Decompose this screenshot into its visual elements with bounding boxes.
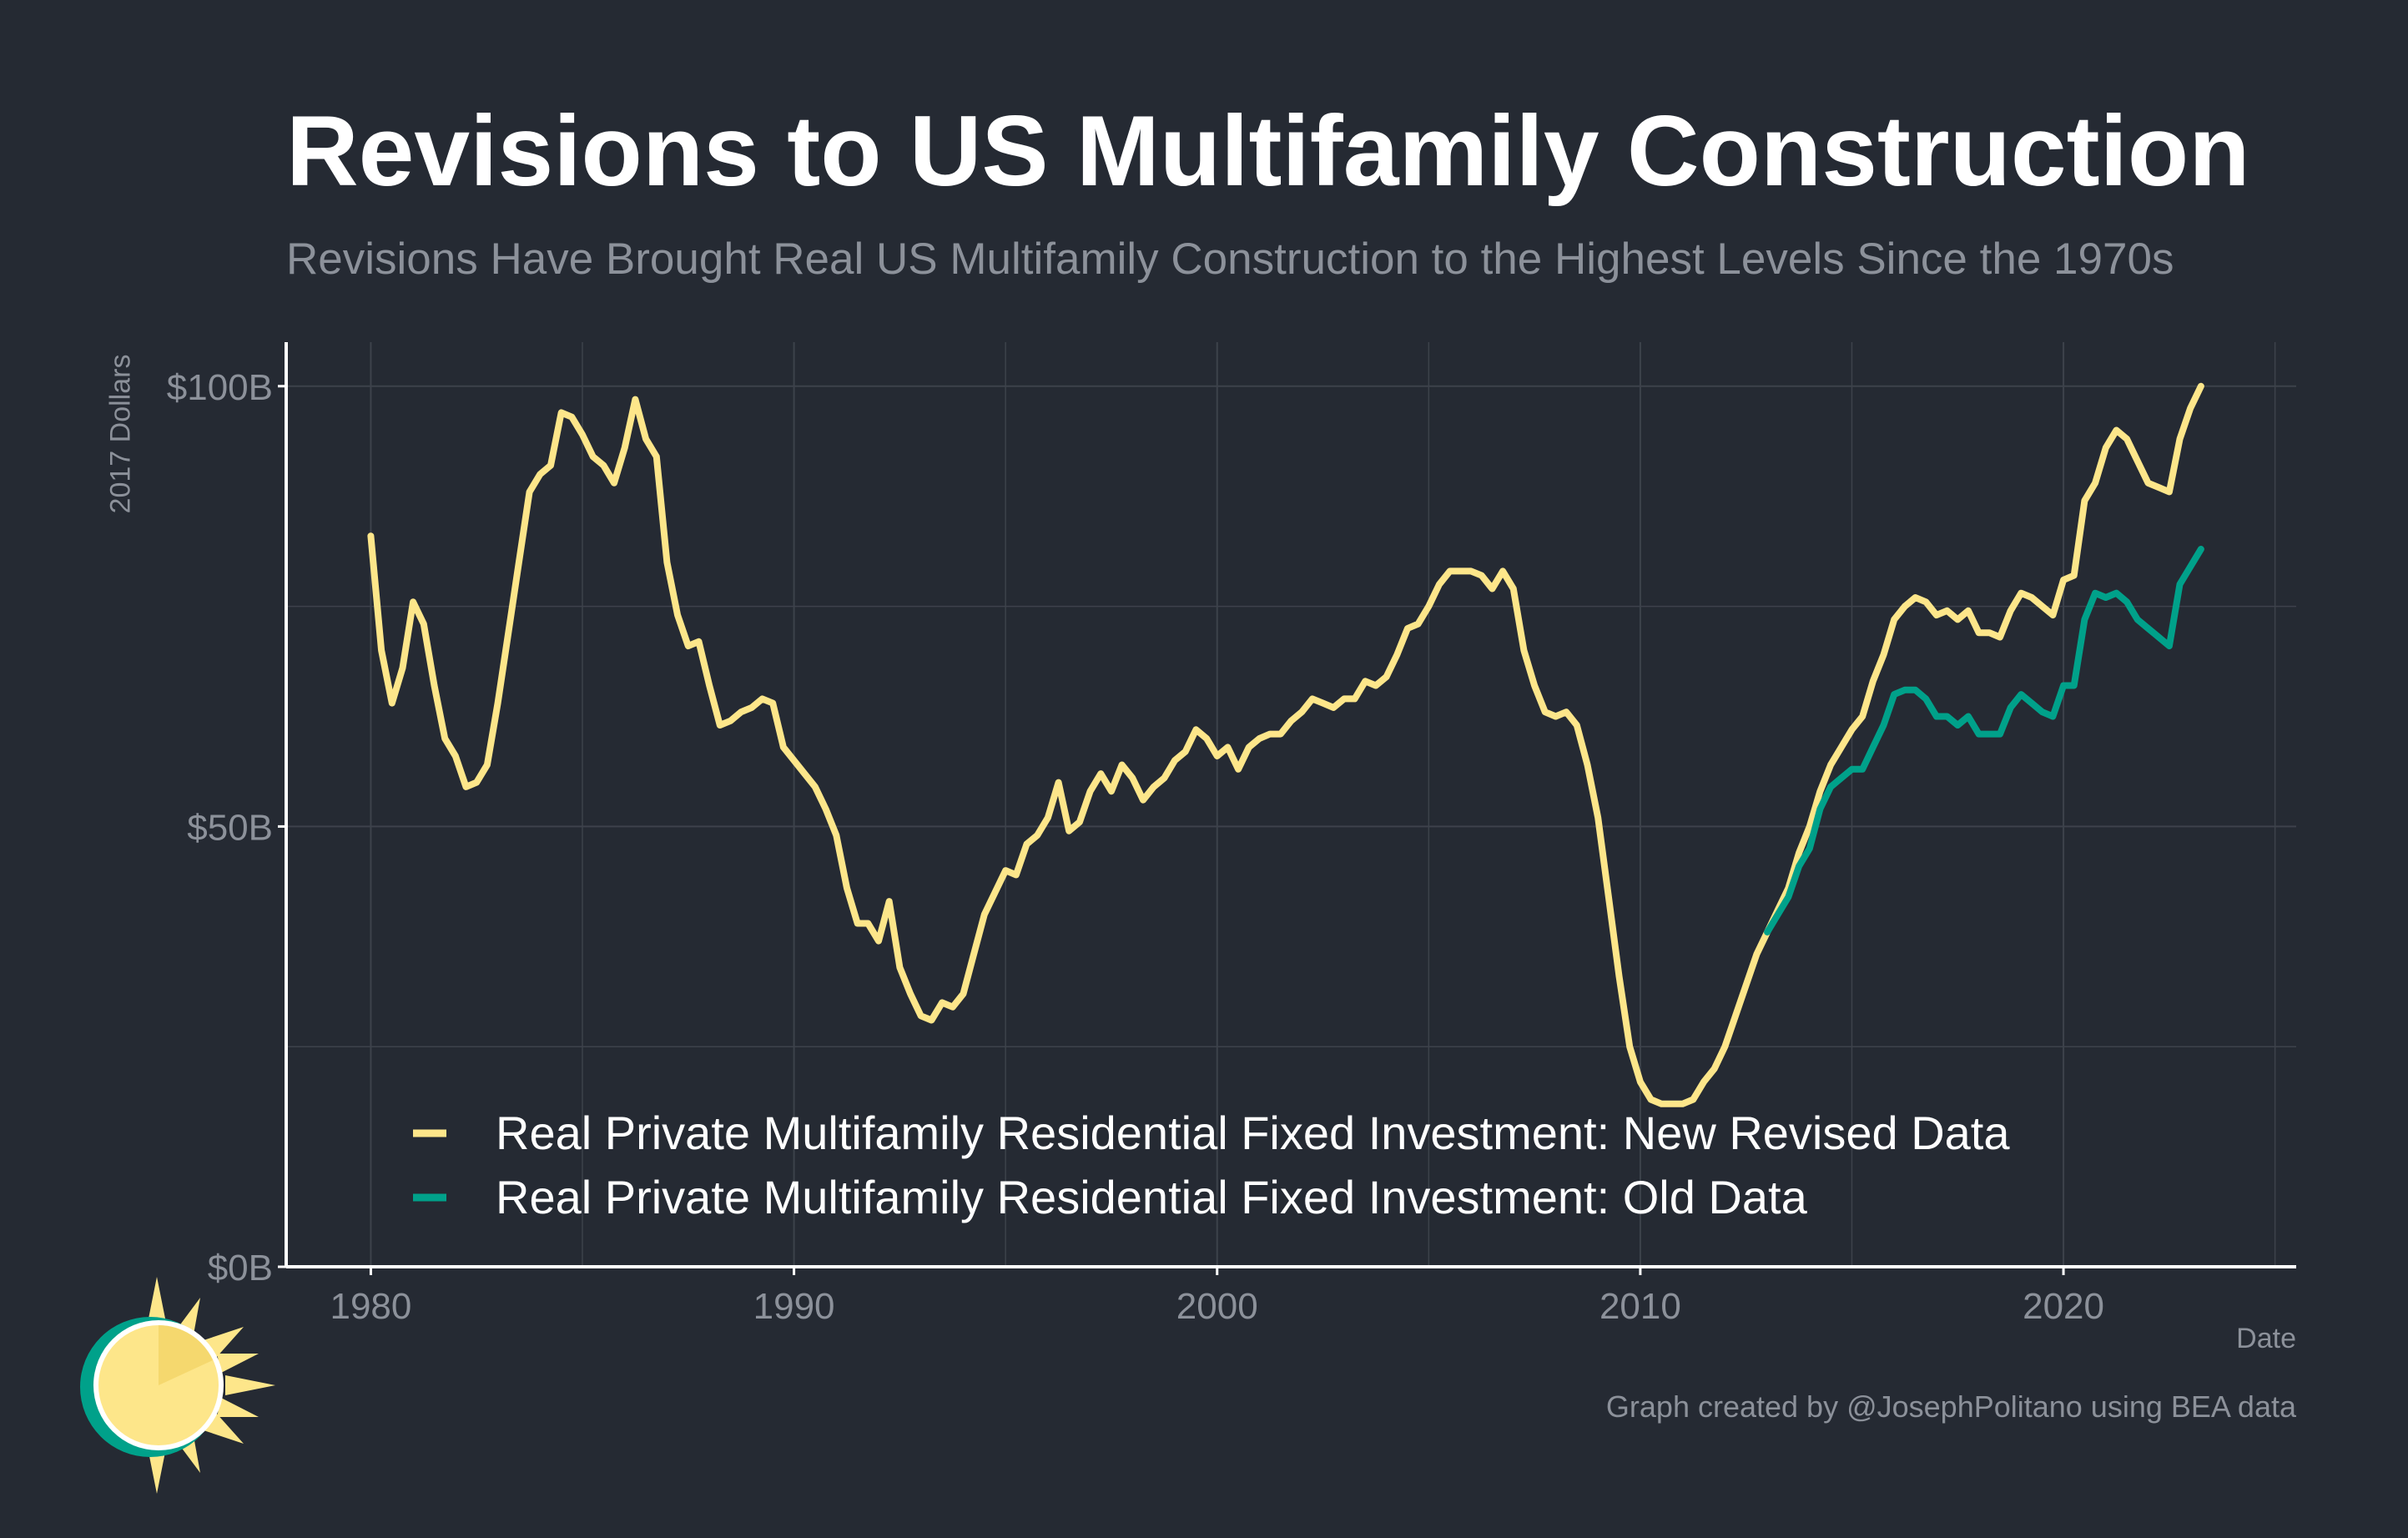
x-tick-label: 2000 — [1176, 1286, 1258, 1327]
legend-label: Real Private Multifamily Residential Fix… — [496, 1171, 1808, 1223]
series-lines — [367, 382, 2204, 1107]
x-axis-label: Date — [2236, 1323, 2296, 1354]
series-line-new-revised — [367, 382, 2204, 1107]
y-tick-label: $100B — [167, 367, 273, 408]
legend: Real Private Multifamily Residential Fix… — [413, 1107, 2010, 1223]
x-tick-label: 2010 — [1599, 1286, 1681, 1327]
tick-labels: 1980 1990 2000 2010 2020 $0B $50B $100B — [167, 367, 2104, 1327]
axes — [285, 342, 2296, 1268]
x-tick-label: 2020 — [2023, 1286, 2104, 1327]
y-axis-label: 2017 Dollars — [104, 354, 137, 514]
legend-label: Real Private Multifamily Residential Fix… — [496, 1107, 2010, 1159]
source-credit: Graph created by @JosephPolitano using B… — [1605, 1389, 2296, 1424]
x-tick-label: 1980 — [330, 1286, 411, 1327]
y-tick-label: $50B — [187, 807, 273, 848]
sun-logo-icon — [80, 1277, 275, 1494]
chart-title: Revisions to US Multifamily Construction — [286, 95, 2250, 207]
y-tick-label: $0B — [208, 1248, 273, 1288]
x-tick-label: 1990 — [753, 1286, 835, 1327]
chart-subtitle: Revisions Have Brought Real US Multifami… — [286, 234, 2174, 284]
grid — [286, 342, 2296, 1267]
series-line-old — [1764, 546, 2204, 935]
